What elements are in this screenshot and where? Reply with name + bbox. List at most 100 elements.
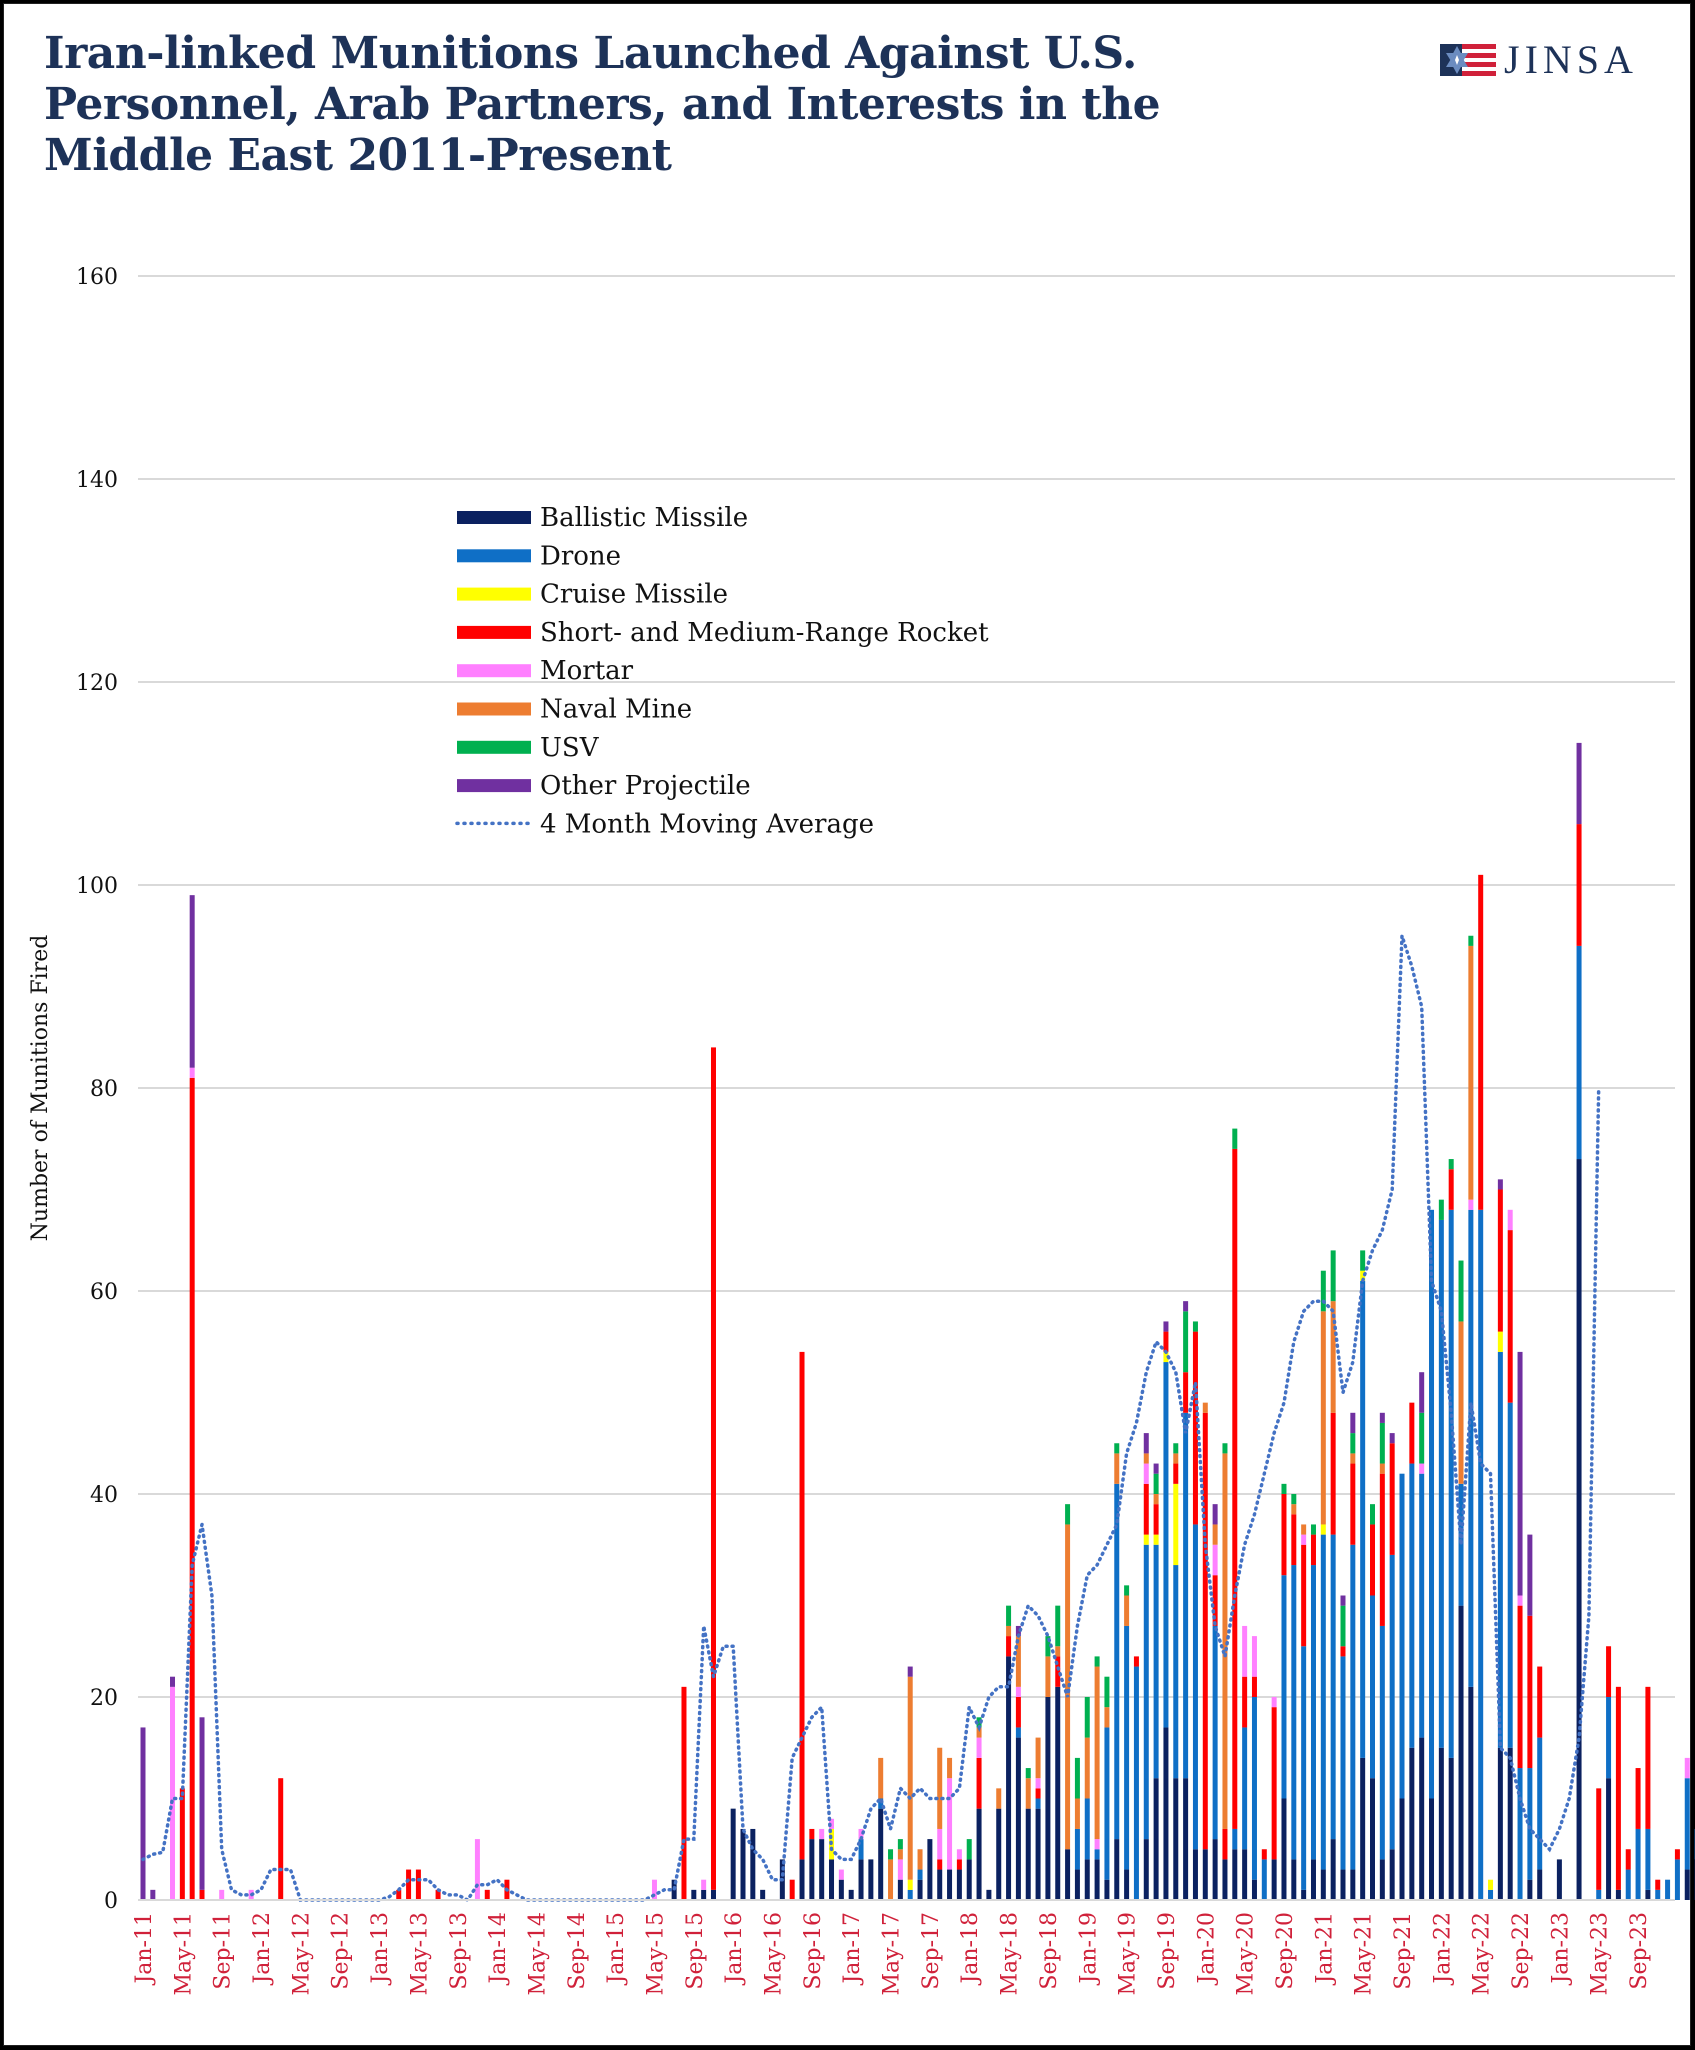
bar-segment-drone — [1488, 1889, 1494, 1900]
bar-segment-usv — [1192, 1321, 1198, 1332]
bar-segment-mortar — [651, 1879, 657, 1900]
bar-segment-ballistic-missile — [1143, 1839, 1149, 1900]
bar-stack — [858, 1828, 864, 1900]
bar-segment-naval-mine — [1035, 1737, 1041, 1779]
x-tick-label: Sep-16 — [801, 1912, 826, 1990]
bar-segment-ballistic-missile — [1202, 1849, 1208, 1900]
bar-segment-short-and-medium-range-rocket — [1301, 1544, 1307, 1647]
bar-segment-short-and-medium-range-rocket — [1143, 1483, 1149, 1535]
bar-segment-usv — [1104, 1676, 1110, 1708]
bar-segment-ballistic-missile — [829, 1859, 835, 1900]
bar-stack — [651, 1879, 657, 1900]
bar-stack — [1242, 1625, 1248, 1900]
bar-segment-short-and-medium-range-rocket — [1517, 1605, 1523, 1769]
bar-segment-usv — [1006, 1605, 1012, 1626]
bar-stack — [1419, 1372, 1425, 1900]
bar-segment-ballistic-missile — [848, 1889, 854, 1900]
bar-segment-drone — [1389, 1554, 1395, 1850]
x-tick-label: Sep-13 — [447, 1912, 472, 1990]
bar-stack — [888, 1849, 894, 1900]
bar-segment-ballistic-missile — [701, 1889, 707, 1900]
bar-segment-drone — [1448, 1209, 1454, 1758]
bar-segment-drone — [917, 1869, 923, 1880]
bar-segment-short-and-medium-range-rocket — [1281, 1494, 1287, 1576]
bar-segment-drone — [1370, 1595, 1375, 1779]
bar-segment-usv — [1379, 1422, 1385, 1464]
bar-stack — [937, 1747, 943, 1900]
bar-stack — [1320, 1270, 1326, 1900]
bar-stack — [1065, 1504, 1071, 1900]
bar-segment-naval-mine — [976, 1727, 982, 1738]
bar-segment-naval-mine — [1222, 1453, 1228, 1829]
bar-segment-ballistic-missile — [1192, 1849, 1198, 1900]
legend-swatch — [457, 511, 531, 524]
bar-stack — [150, 1889, 156, 1900]
bar-segment-ballistic-missile — [1645, 1889, 1651, 1900]
bar-segment-other-projectile — [1419, 1372, 1425, 1413]
bar-segment-ballistic-missile — [740, 1828, 746, 1900]
bar-stack — [1084, 1697, 1090, 1900]
bar-segment-short-and-medium-range-rocket — [1625, 1849, 1631, 1870]
bar-segment-mortar — [1271, 1697, 1277, 1708]
bar-segment-short-and-medium-range-rocket — [1153, 1504, 1159, 1535]
legend-item: Ballistic Missile — [457, 503, 748, 533]
bar-segment-ballistic-missile — [1360, 1757, 1366, 1900]
bar-stack — [1271, 1697, 1277, 1900]
bar-segment-naval-mine — [1379, 1463, 1385, 1474]
bar-stack — [1212, 1504, 1218, 1900]
bar-segment-drone — [1330, 1534, 1336, 1840]
bar-segment-ballistic-missile — [1281, 1798, 1287, 1900]
bar-segment-short-and-medium-range-rocket — [1635, 1768, 1641, 1829]
bar-segment-drone — [1684, 1778, 1690, 1870]
bar-stack — [1261, 1849, 1267, 1900]
bar-segment-mortar — [170, 1686, 176, 1900]
bar-stack — [415, 1869, 421, 1900]
bar-segment-drone — [1409, 1463, 1415, 1748]
bar-stack — [1507, 1209, 1513, 1900]
bar-segment-ballistic-missile — [1074, 1869, 1080, 1900]
bar-segment-ballistic-missile — [976, 1808, 982, 1900]
bar-segment-ballistic-missile — [1556, 1859, 1562, 1900]
y-tick-label: 60 — [90, 1280, 118, 1305]
bar-segment-usv — [1114, 1443, 1120, 1454]
bar-stack — [474, 1839, 480, 1900]
title-line-2: Personnel, Arab Partners, and Interests … — [44, 79, 1161, 130]
x-tick-label: Jan-18 — [958, 1912, 983, 1986]
bar-segment-naval-mine — [1084, 1737, 1090, 1799]
bar-segment-usv — [1350, 1433, 1356, 1454]
legend-swatch — [457, 779, 531, 793]
bar-segment-ballistic-missile — [947, 1869, 953, 1900]
bar-stack — [396, 1889, 402, 1900]
bar-segment-naval-mine — [897, 1849, 903, 1860]
bar-stack — [1635, 1768, 1641, 1900]
bar-segment-usv — [1232, 1128, 1238, 1149]
bar-stack — [199, 1717, 205, 1900]
bar-stack — [1015, 1625, 1021, 1900]
bar-stack — [1251, 1636, 1257, 1900]
bar-segment-ballistic-missile — [1035, 1808, 1041, 1900]
bar-stack — [278, 1778, 284, 1900]
bar-segment-drone — [1429, 1209, 1435, 1799]
bar-stack — [809, 1828, 815, 1900]
bar-segment-cruise-missile — [1360, 1270, 1366, 1281]
bar-segment-naval-mine — [947, 1757, 953, 1779]
bar-stack — [435, 1889, 441, 1900]
bar-segment-drone — [1015, 1727, 1021, 1738]
x-tick-label: May-14 — [525, 1912, 550, 1996]
bar-stack — [1606, 1646, 1612, 1900]
bar-stack — [1045, 1636, 1051, 1900]
bar-segment-ballistic-missile — [1497, 1747, 1503, 1900]
bar-segment-ballistic-missile — [1684, 1869, 1690, 1900]
bar-segment-short-and-medium-range-rocket — [1389, 1443, 1395, 1555]
bar-segment-ballistic-missile — [1458, 1605, 1464, 1900]
bar-segment-drone — [1665, 1879, 1671, 1900]
bar-segment-short-and-medium-range-rocket — [1674, 1849, 1680, 1860]
y-tick-label: 140 — [76, 468, 118, 493]
bar-stack — [1104, 1676, 1110, 1900]
y-tick-label: 80 — [90, 1077, 118, 1102]
bar-segment-ballistic-missile — [986, 1889, 992, 1900]
bar-stack — [1527, 1534, 1533, 1900]
bar-segment-drone — [1192, 1524, 1198, 1850]
bar-segment-usv — [1281, 1483, 1287, 1494]
legend-item: Other Projectile — [457, 771, 751, 801]
